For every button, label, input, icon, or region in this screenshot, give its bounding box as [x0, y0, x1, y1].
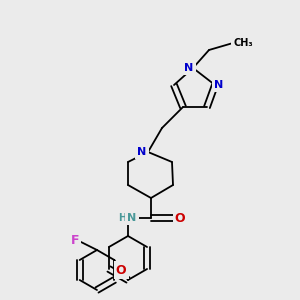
- Text: N: N: [214, 80, 224, 90]
- Text: O: O: [116, 263, 127, 277]
- Text: CH₃: CH₃: [233, 38, 253, 48]
- Text: H: H: [118, 213, 126, 223]
- Text: N: N: [184, 63, 194, 73]
- Text: O: O: [175, 212, 185, 224]
- Text: F: F: [71, 233, 79, 247]
- Text: N: N: [137, 147, 147, 157]
- Text: N: N: [128, 213, 136, 223]
